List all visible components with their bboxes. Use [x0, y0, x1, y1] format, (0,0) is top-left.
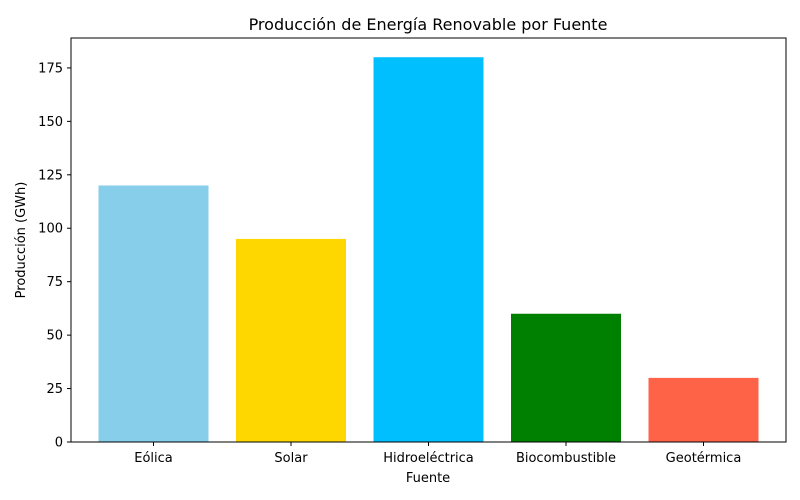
x-tick-label-0: Eólica	[134, 451, 173, 466]
x-axis-label: Fuente	[406, 471, 450, 486]
bar-4	[648, 377, 759, 442]
bar-1	[236, 238, 346, 442]
y-tick-label-0: 0	[55, 436, 63, 451]
y-tick-label-3: 75	[46, 275, 63, 290]
chart-title: Producción de Energía Renovable por Fuen…	[249, 15, 608, 34]
x-tick-label-2: Hidroeléctrica	[383, 451, 474, 466]
plot-area: 0 25 50 75 100 125 150 175 Eólica Solar Hidroeléct…	[38, 37, 787, 466]
bar-0	[98, 185, 209, 442]
y-tick-label-1: 25	[46, 382, 63, 397]
bar-3	[511, 313, 621, 442]
y-tick-label-4: 100	[38, 222, 63, 237]
y-tick-label-5: 125	[38, 168, 63, 183]
y-tick-label-7: 175	[38, 61, 63, 76]
y-tick-label-2: 50	[46, 329, 63, 344]
y-axis-label: Producción (GWh)	[14, 182, 29, 299]
x-tick-label-4: Geotérmica	[666, 451, 742, 466]
bar-2	[373, 57, 484, 442]
y-tick-label-6: 150	[38, 115, 63, 130]
x-tick-label-1: Solar	[274, 451, 308, 466]
x-tick-label-3: Biocombustible	[516, 451, 616, 466]
